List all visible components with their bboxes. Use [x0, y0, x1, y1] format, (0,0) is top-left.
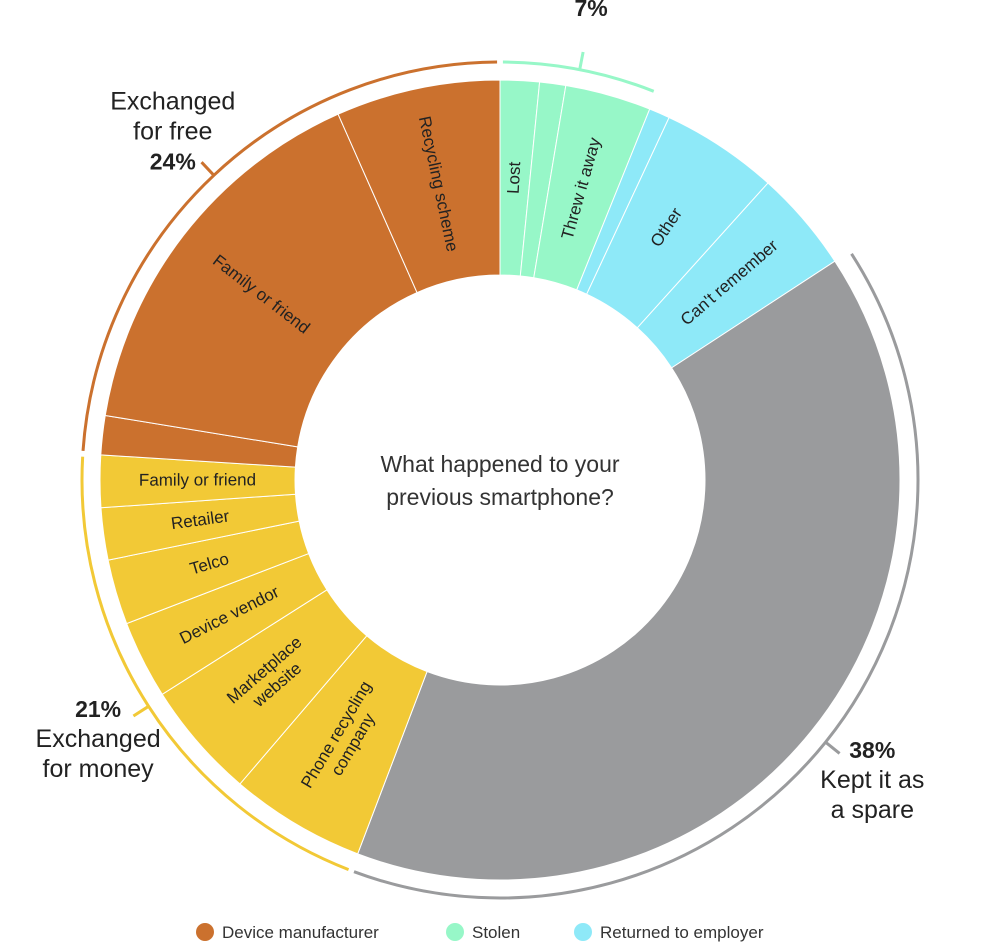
- group-label-3-0: Exchanged: [110, 88, 235, 116]
- legend-label-stolen: Stolen: [472, 923, 520, 942]
- segment-family-or-friend-14: [104, 113, 418, 448]
- group-tick-2: [132, 705, 150, 718]
- group-arcs: [80, 51, 920, 900]
- group-label-3-1: for free: [133, 118, 212, 146]
- donut-segments: [99, 79, 901, 881]
- segment-label-lost-0: Lost: [504, 161, 525, 194]
- center-text-line-2: previous smartphone?: [386, 484, 614, 510]
- group-pct-3-2: 24%: [150, 149, 196, 175]
- legend-label-returned-to-employer: Returned to employer: [600, 923, 764, 942]
- group-arc-0: [502, 60, 655, 93]
- group-arc-3: [81, 60, 498, 451]
- group-tick-1: [824, 740, 841, 755]
- segment-unlabeled-6: [357, 260, 901, 881]
- group-label-1-1: Kept it as: [820, 766, 924, 794]
- group-pct-1-0: 38%: [849, 737, 895, 763]
- group-pct-2-0: 21%: [75, 696, 121, 722]
- legend-swatch-device-manufacturer: [196, 923, 214, 941]
- group-label-2-1: Exchanged: [36, 725, 161, 753]
- group-arc-2: [80, 456, 350, 871]
- segment-label-family-or-friend-12: Family or friend: [139, 470, 256, 489]
- center-text-line-1: What happened to your: [380, 451, 619, 477]
- center-question: What happened to your previous smartphon…: [380, 451, 619, 510]
- legend-label-device-manufacturer: Device manufacturer: [222, 923, 379, 942]
- legend-swatch-returned-to-employer: [574, 923, 592, 941]
- legend: Device manufacturer Stolen Returned to emp…: [196, 923, 764, 942]
- group-tick-0: [578, 51, 585, 70]
- group-tick-3: [200, 161, 215, 177]
- legend-swatch-stolen: [446, 923, 464, 941]
- segment-recycling-scheme-15: [337, 79, 501, 294]
- group-pct-0-1: 7%: [574, 0, 607, 21]
- group-labels: Terminated7%38%Kept it asa spare21%Excha…: [36, 0, 925, 824]
- group-label-1-2: a spare: [831, 796, 914, 824]
- group-label-2-2: for money: [43, 755, 155, 783]
